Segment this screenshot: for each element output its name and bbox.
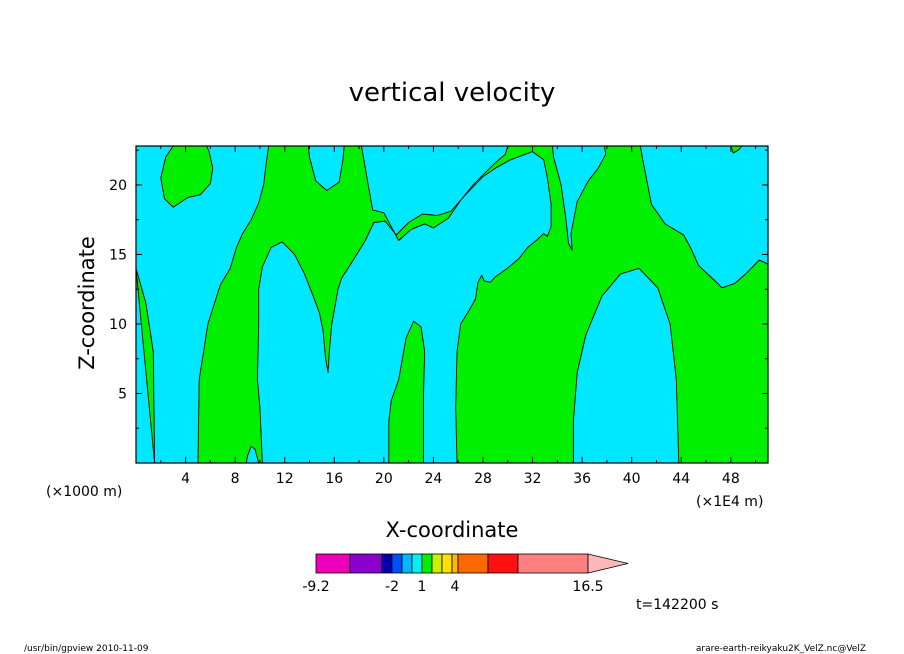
colorbar-segment [487, 553, 519, 574]
footer-right: arare-earth-reikyaku2K_VelZ.nc@VelZ [696, 644, 866, 654]
colorbar [315, 553, 629, 574]
x-tick-label: 8 [231, 471, 240, 487]
colorbar-segment [451, 553, 459, 574]
y-tick-label: 15 [109, 247, 127, 263]
colorbar-labels: -9.2 -2 1 4 16.5 [302, 579, 603, 595]
y-tick-label: 10 [109, 317, 127, 333]
contour-region-positive-1 [135, 145, 769, 464]
x-unit-right: (×1E4 m) [696, 494, 763, 510]
colorbar-label: 16.5 [572, 579, 603, 595]
footer-left: /usr/bin/gpview 2010-11-09 [24, 644, 149, 654]
colorbar-label: -9.2 [302, 579, 329, 595]
colorbar-segment [421, 553, 433, 574]
x-unit-left: (×1000 m) [46, 484, 122, 500]
x-tick-label: 44 [672, 471, 690, 487]
x-tick-label: 40 [623, 471, 641, 487]
colorbar-segment [441, 553, 453, 574]
colorbar-label: 1 [418, 579, 427, 595]
x-tick-label: 16 [325, 471, 343, 487]
y-axis-ticks: 5 10 15 20 [109, 149, 768, 429]
colorbar-arrow [587, 553, 629, 574]
x-tick-label: 32 [524, 471, 542, 487]
colorbar-segment [381, 553, 393, 574]
y-tick-label: 20 [109, 178, 127, 194]
colorbar-segment [391, 553, 403, 574]
time-label: t=142200 s [636, 597, 718, 613]
contour-region-positive-3 [160, 145, 214, 208]
x-tick-label: 12 [276, 471, 294, 487]
y-axis-label: Z-coordinate [75, 236, 99, 370]
colorbar-label: -2 [385, 579, 399, 595]
plot-frame [135, 145, 769, 464]
colorbar-segment [431, 553, 443, 574]
x-tick-label: 28 [474, 471, 492, 487]
colorbar-segment [517, 553, 589, 574]
colorbar-segment [349, 553, 383, 574]
x-axis-label: X-coordinate [386, 518, 519, 542]
x-tick-label: 24 [424, 471, 442, 487]
colorbar-segment [457, 553, 489, 574]
contour-regions [135, 145, 769, 464]
colorbar-segment [411, 553, 423, 574]
x-tick-label: 36 [573, 471, 591, 487]
colorbar-segment [315, 553, 351, 574]
x-tick-label: 4 [181, 471, 190, 487]
x-tick-label: 48 [722, 471, 740, 487]
contour-region-positive-2 [388, 320, 426, 464]
x-axis-ticks: 4 8 12 16 20 24 28 32 36 40 44 48 [160, 146, 757, 487]
colorbar-segment [401, 553, 413, 574]
colorbar-label: 4 [451, 579, 460, 595]
x-tick-label: 20 [375, 471, 393, 487]
y-tick-label: 5 [118, 386, 127, 402]
chart-title: vertical velocity [349, 78, 556, 108]
